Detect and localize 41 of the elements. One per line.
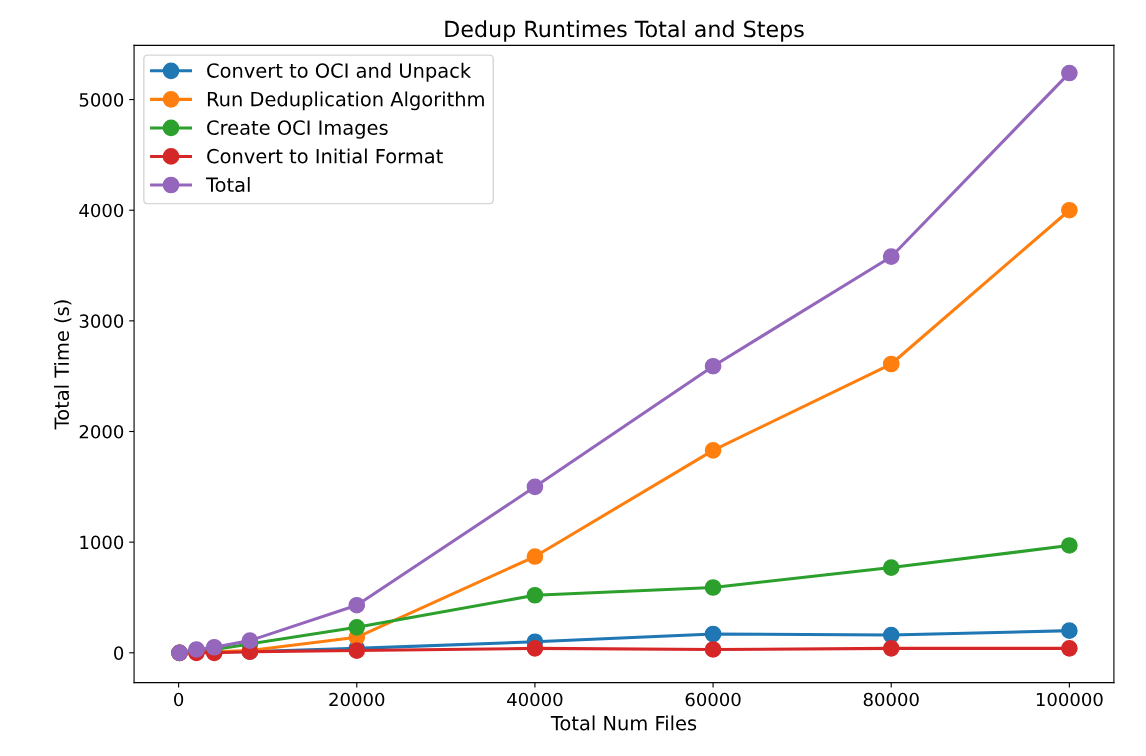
point [882,640,900,657]
y-tick-label: 1000 [80,535,124,550]
y-tick-label: 2000 [79,424,124,439]
point [1061,64,1078,82]
x-tick-label: 40000 [507,692,563,707]
x-tick-label: 60000 [685,692,741,707]
point [241,632,259,649]
point [526,478,544,496]
point [704,441,722,459]
point [882,355,900,373]
y-tick-label: 3000 [79,314,124,328]
point [526,640,544,657]
point [348,619,366,636]
y-tick-label: 5000 [79,93,124,107]
point [348,596,366,614]
point [704,357,722,375]
x-tick-label: 100000 [1036,692,1103,707]
x-tick-label: 20000 [329,692,385,707]
point [1061,537,1078,554]
legend-label: Run Deduplication Algorithm [207,91,484,111]
y-tick-label: 0 [114,646,124,660]
point [1061,640,1078,657]
point [704,625,722,643]
point [526,586,544,604]
legend-label: Total [205,177,250,193]
y-axis-title: Total Time (s) [54,300,72,430]
x-tick-label: 80000 [863,692,919,707]
point [704,641,722,658]
point [704,579,722,596]
point [882,559,900,576]
chart-title: Dedup Runtimes Total and Steps [445,20,804,42]
point [1061,201,1078,219]
x-axis-title: Total Num Files [550,715,697,731]
legend-label: Convert to Initial Format [207,148,443,164]
legend-label: Convert to OCI and Unpack [207,62,472,82]
legend-label: Create OCI Images [207,120,388,139]
y-tick-label: 4000 [79,203,124,218]
point [1061,622,1078,639]
point [526,548,544,565]
point [882,248,900,266]
x-tick-label: 0 [174,692,184,707]
